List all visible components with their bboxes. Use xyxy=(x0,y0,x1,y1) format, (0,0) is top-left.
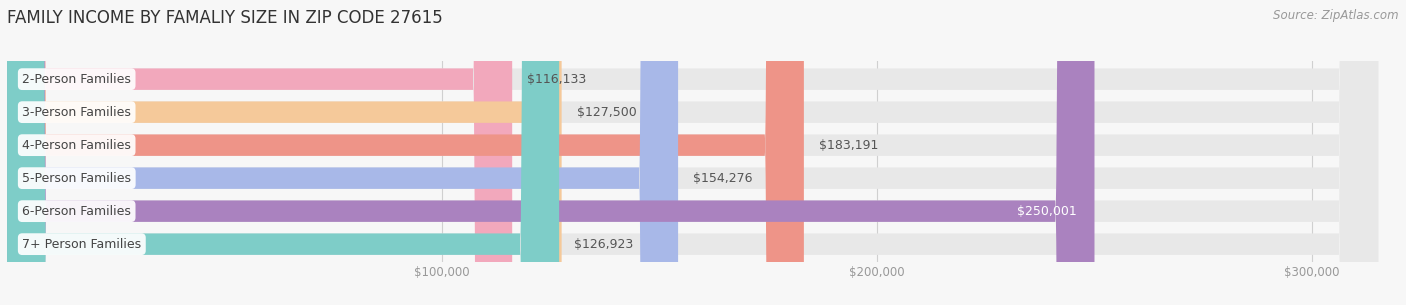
Text: $127,500: $127,500 xyxy=(576,106,637,119)
Text: 6-Person Families: 6-Person Families xyxy=(22,205,131,218)
FancyBboxPatch shape xyxy=(7,0,561,305)
Text: 5-Person Families: 5-Person Families xyxy=(22,172,131,185)
FancyBboxPatch shape xyxy=(7,0,1378,305)
Text: $116,133: $116,133 xyxy=(527,73,586,86)
FancyBboxPatch shape xyxy=(7,0,1378,305)
FancyBboxPatch shape xyxy=(7,0,1378,305)
FancyBboxPatch shape xyxy=(7,0,560,305)
FancyBboxPatch shape xyxy=(7,0,1094,305)
FancyBboxPatch shape xyxy=(7,0,1378,305)
FancyBboxPatch shape xyxy=(7,0,804,305)
Text: 3-Person Families: 3-Person Families xyxy=(22,106,131,119)
Text: FAMILY INCOME BY FAMALIY SIZE IN ZIP CODE 27615: FAMILY INCOME BY FAMALIY SIZE IN ZIP COD… xyxy=(7,9,443,27)
Text: $183,191: $183,191 xyxy=(820,139,879,152)
Text: $250,001: $250,001 xyxy=(1018,205,1077,218)
Text: 7+ Person Families: 7+ Person Families xyxy=(22,238,142,251)
FancyBboxPatch shape xyxy=(7,0,1378,305)
FancyBboxPatch shape xyxy=(7,0,1378,305)
FancyBboxPatch shape xyxy=(7,0,512,305)
Text: 2-Person Families: 2-Person Families xyxy=(22,73,131,86)
Text: 4-Person Families: 4-Person Families xyxy=(22,139,131,152)
FancyBboxPatch shape xyxy=(7,0,678,305)
Text: Source: ZipAtlas.com: Source: ZipAtlas.com xyxy=(1274,9,1399,22)
Text: $154,276: $154,276 xyxy=(693,172,752,185)
Text: $126,923: $126,923 xyxy=(574,238,634,251)
